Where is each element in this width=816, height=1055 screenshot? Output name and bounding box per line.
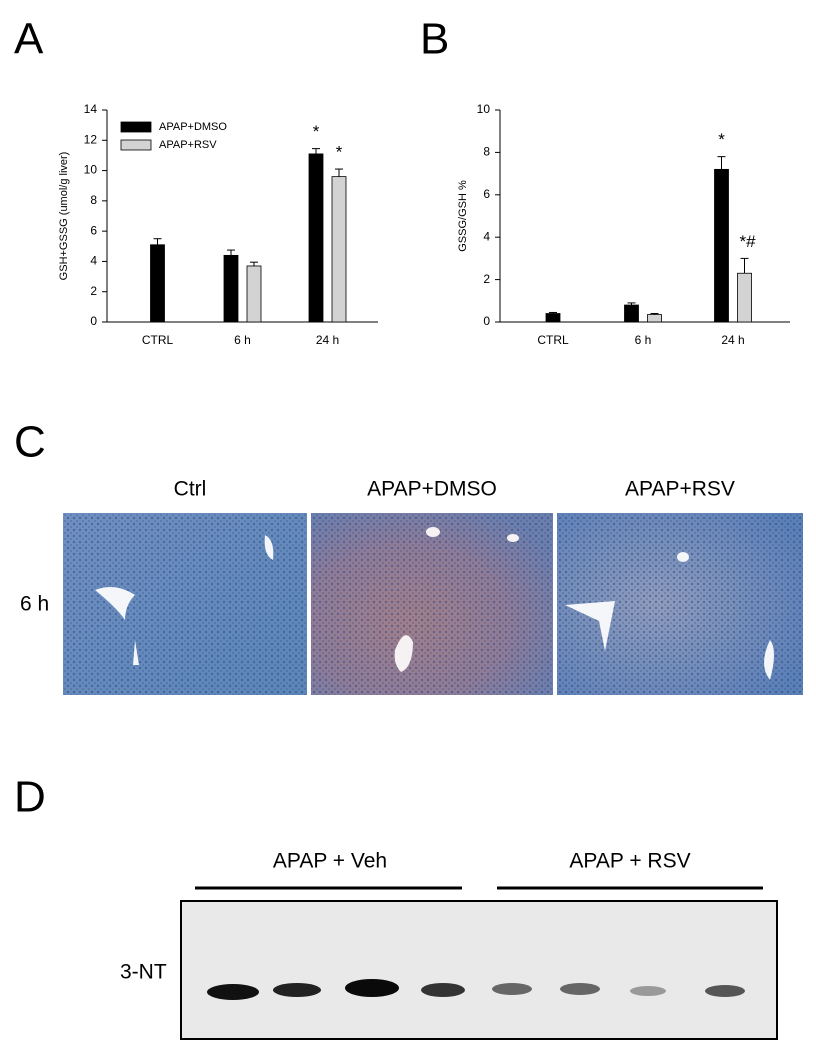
y-tick-label: 6 [90,223,97,237]
micrograph [311,513,553,695]
bar [308,153,324,323]
annotation: *# [739,232,756,251]
panel-label: B [420,15,449,64]
y-tick-label: 12 [84,132,98,146]
group-label: APAP + RSV [569,850,690,873]
micrograph [63,513,307,695]
bar [331,176,347,323]
legend-label: APAP+RSV [159,139,217,151]
legend-swatch [120,121,152,133]
column-label: APAP+RSV [625,478,735,501]
y-tick-label: 10 [477,102,491,116]
bar [714,168,729,323]
bar [647,314,662,323]
column-label: APAP+DMSO [367,478,497,501]
x-tick-label: 6 h [635,333,652,347]
y-tick-label: 8 [483,145,490,159]
y-axis-label: GSH+GSSG (umol/g liver) [58,152,70,281]
y-tick-label: 8 [90,193,97,207]
legend-label: APAP+DMSO [159,121,227,133]
micrograph [557,513,803,695]
y-tick-label: 0 [483,314,490,328]
x-tick-label: 6 h [234,333,251,347]
y-tick-label: 4 [90,254,97,268]
y-tick-label: 4 [483,229,490,243]
x-tick-label: CTRL [537,333,569,347]
bar [737,272,752,323]
legend-swatch [120,139,152,151]
panel-label: C [14,418,46,467]
row-label: 3-NT [120,961,167,984]
row-label: 6 h [20,593,49,616]
y-tick-label: 14 [84,102,98,116]
panel-label: D [14,773,46,822]
y-tick-label: 10 [84,163,98,177]
x-tick-label: 24 h [316,333,339,347]
bar [624,304,639,323]
x-tick-label: CTRL [142,333,174,347]
blot [180,900,778,1040]
bar [150,244,165,323]
y-axis-label: GSSG/GSH % [457,180,469,252]
annotation: * [718,130,725,149]
column-label: Ctrl [174,478,207,501]
y-tick-label: 6 [483,187,490,201]
panel-label: A [14,15,44,64]
bar [223,254,239,323]
x-tick-label: 24 h [721,333,744,347]
y-tick-label: 2 [90,284,97,298]
bar [545,313,561,323]
group-label: APAP + Veh [273,850,387,873]
annotation: * [313,122,320,141]
y-tick-label: 0 [90,314,97,328]
bar [246,265,262,323]
y-tick-label: 2 [483,272,490,286]
annotation: * [336,143,343,162]
